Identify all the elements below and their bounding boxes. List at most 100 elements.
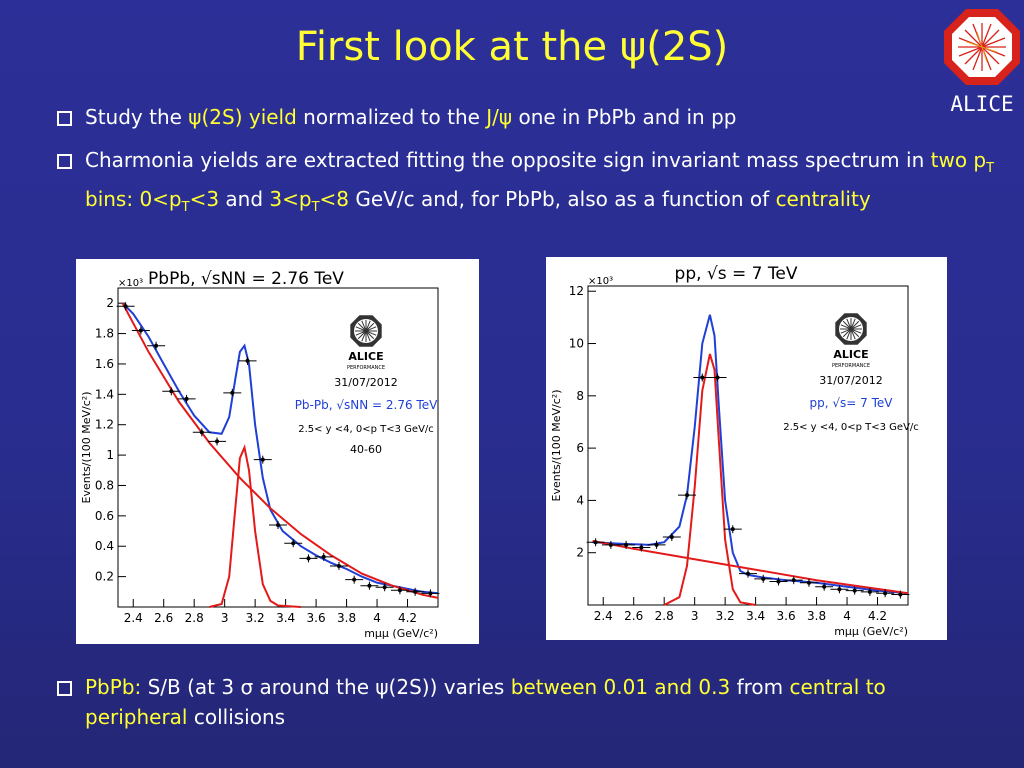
data-point [215,439,220,444]
x-tick-label: 4.2 [398,611,417,625]
chart-logo-text: ALICE [348,350,383,363]
b2-h2b: <8 [319,187,350,211]
data-point [776,579,781,584]
data-point [746,571,750,576]
b2-text2: and [219,187,270,211]
b1-text1: Study the [85,105,189,129]
checkbox-bullet-icon [57,111,72,126]
b2-h2a: 3<p [269,187,312,211]
x-tick-label: 3.2 [716,609,735,623]
title-psi: ψ [619,24,647,70]
y-tick-label: 4 [576,493,584,507]
data-point [898,592,903,597]
chart-performance-text: PERFORMANCE [832,363,870,369]
x-tick-label: 2.6 [624,609,643,623]
title-text: First look at the [295,24,620,70]
chart-centrality: 40-60 [350,443,382,456]
plot-frame [117,287,439,608]
y-tick-label: 0.4 [95,539,114,553]
x-axis-label: mμμ (GeV/c²) [834,625,908,638]
y-tick-label: 1.2 [95,418,114,432]
x-tick-label: 2.8 [655,609,674,623]
chart-cuts: 2.5< y <4, 0<p T<3 GeV/c [783,422,919,433]
x-tick-label: 3.4 [746,609,765,623]
b3-highlight2: between 0.01 and 0.3 [510,675,731,699]
data-point [367,583,372,588]
y-tick-label: 1.6 [95,357,114,371]
alice-logo: ALICE [940,5,1024,117]
checkbox-bullet-icon [57,154,72,169]
x-tick-label: 3.8 [807,609,826,623]
chart-title: PbPb, √sNN = 2.76 TeV [148,269,344,289]
y-tick-label: 8 [576,389,584,403]
b3-highlight1: PbPb: [85,675,142,699]
b1-highlight1: ψ(2S) yield [188,105,297,129]
data-point [837,587,842,592]
x-tick-label: 2.4 [594,609,613,623]
b2-h2sub: T [311,200,320,215]
data-point [230,390,235,395]
data-point [852,588,857,593]
data-point [806,580,811,585]
series-2-line [209,444,301,608]
data-point [593,540,598,545]
b2-text1: Charmonia yields are extracted fitting t… [85,148,931,172]
x-tick-label: 3.4 [276,611,295,625]
data-point [700,375,705,380]
b1-text2: normalized to the [296,105,487,129]
data-point [608,542,613,547]
slide-title: First look at the ψ(2S) [0,24,1024,70]
y-tick-label: 1 [106,448,114,462]
chart-system: pp, √s= 7 TeV [810,396,894,410]
y-scale-label: ×10³ [588,276,613,287]
data-point [306,556,311,561]
x-tick-label: 2.8 [185,611,204,625]
y-tick-label: 0.6 [95,509,114,523]
data-point [184,396,189,401]
checkbox-bullet-icon [57,681,72,696]
data-point [413,589,418,594]
alice-logo-icon: ALICE [944,9,1020,116]
data-point [276,522,280,527]
b1-text3: one in PbPb and in pp [512,105,737,129]
data-point [624,542,629,547]
b2-h1sub2: T [181,200,190,215]
x-tick-label: 3 [221,611,229,625]
x-tick-label: 3.2 [246,611,265,625]
x-tick-label: 4 [843,609,851,623]
x-tick-label: 3.8 [337,611,356,625]
y-tick-label: 6 [576,441,584,455]
y-tick-label: 2 [576,546,584,560]
chart-alice-logo [835,313,867,345]
data-point [639,545,644,550]
data-point [382,585,387,590]
data-point [123,304,128,309]
data-point [260,457,265,462]
b3-text2: from [730,675,790,699]
b3-text1: S/B (at 3 σ around the ψ(2S)) varies [141,675,511,699]
x-tick-label: 4 [373,611,381,625]
data-point [669,535,674,540]
y-axis-label: Events/(100 MeV/c²) [80,392,93,504]
x-tick-label: 4.2 [868,609,887,623]
chart-logo-ray [840,324,862,334]
y-tick-label: 12 [569,284,584,298]
series-1-line [121,302,439,599]
x-tick-label: 3.6 [307,611,326,625]
data-point [397,588,402,593]
b2-h1c: <3 [189,187,220,211]
data-point [291,541,296,546]
data-point [867,589,872,594]
pp-chart: pp, √s = 7 TeV 2.4 2.6 2.8 3 3.2 3.4 3.6 3.8 4 4.2… [550,264,919,638]
alice-logo-text: ALICE [950,92,1013,116]
x-tick-label: 2.6 [154,611,173,625]
chart-title: pp, √s = 7 TeV [675,264,798,284]
title-suffix: (2S) [646,24,729,70]
chart-alice-logo [350,315,382,347]
data-point [761,576,766,581]
b2-h1a: two p [930,148,987,172]
y-scale-label: ×10³ [118,278,143,289]
bullet-charmonia: Charmonia yields are extracted fitting t… [57,145,1017,223]
data-point [245,358,250,363]
x-tick-label: 3 [691,609,699,623]
